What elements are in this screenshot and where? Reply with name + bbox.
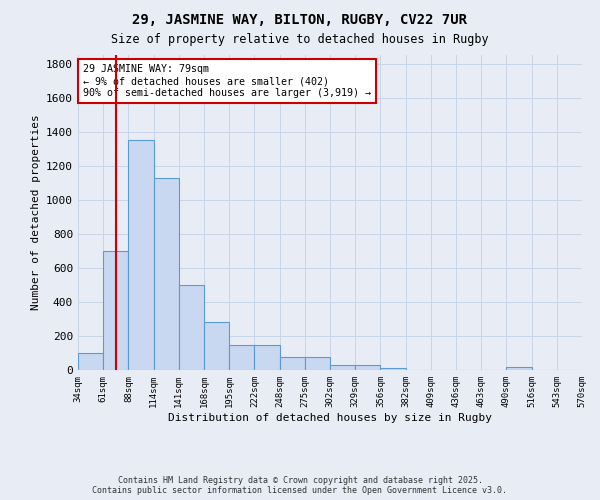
Bar <box>179 285 204 370</box>
Bar <box>305 357 330 370</box>
X-axis label: Distribution of detached houses by size in Rugby: Distribution of detached houses by size … <box>168 412 492 422</box>
Bar <box>103 251 128 370</box>
Bar <box>204 322 229 370</box>
Bar <box>78 353 103 370</box>
Bar <box>128 140 154 370</box>
Text: 29 JASMINE WAY: 79sqm
← 9% of detached houses are smaller (402)
90% of semi-deta: 29 JASMINE WAY: 79sqm ← 9% of detached h… <box>83 64 371 98</box>
Text: 29, JASMINE WAY, BILTON, RUGBY, CV22 7UR: 29, JASMINE WAY, BILTON, RUGBY, CV22 7UR <box>133 12 467 26</box>
Bar <box>330 365 355 370</box>
Bar <box>154 178 179 370</box>
Y-axis label: Number of detached properties: Number of detached properties <box>31 114 41 310</box>
Text: Size of property relative to detached houses in Rugby: Size of property relative to detached ho… <box>111 32 489 46</box>
Bar <box>506 368 532 370</box>
Bar <box>380 368 406 370</box>
Bar <box>229 346 254 370</box>
Bar <box>280 357 305 370</box>
Text: Contains HM Land Registry data © Crown copyright and database right 2025.
Contai: Contains HM Land Registry data © Crown c… <box>92 476 508 495</box>
Bar <box>254 346 280 370</box>
Bar <box>355 365 380 370</box>
